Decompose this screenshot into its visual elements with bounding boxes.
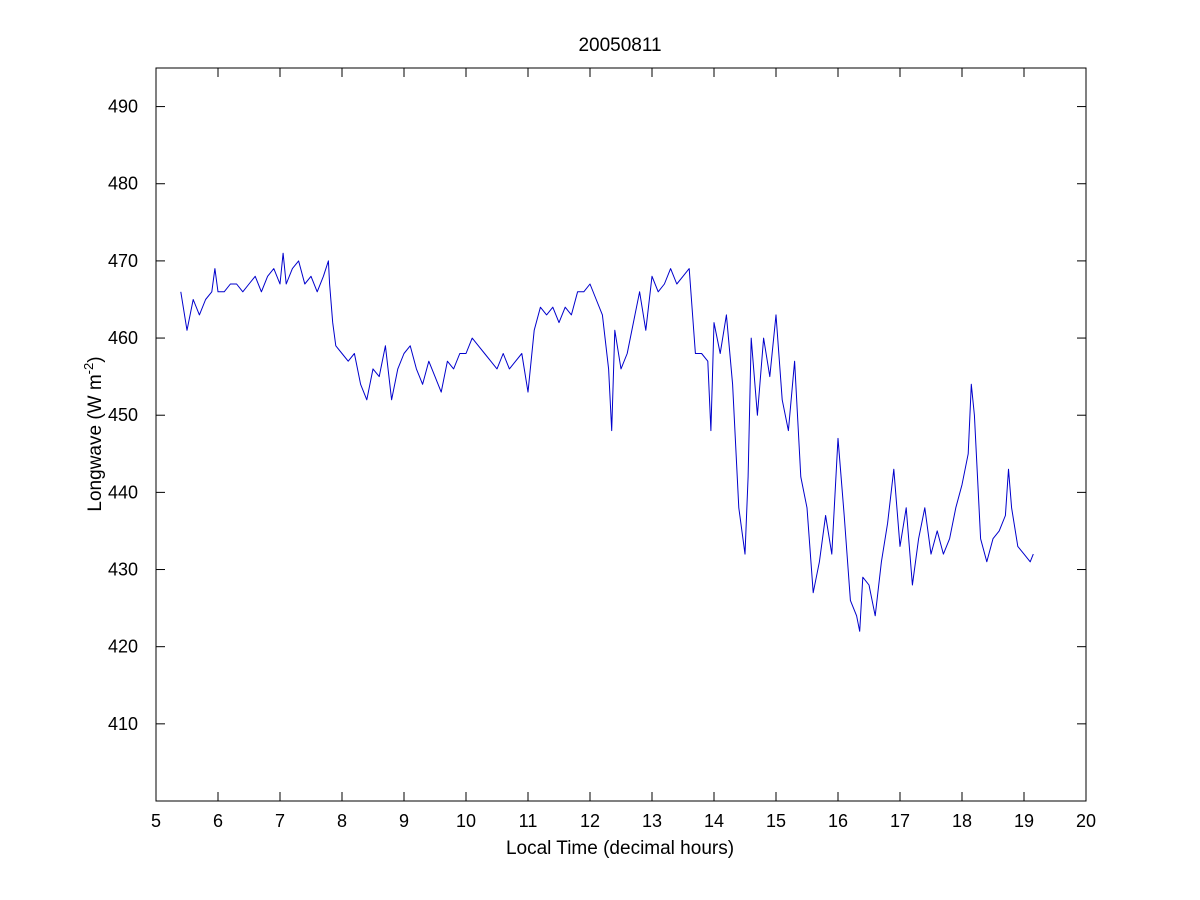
y-tick-label: 410 [108,714,138,734]
series-layer [180,252,1034,632]
y-axis-label-superscript: -2 [81,363,96,375]
y-axis-label-suffix: ) [85,356,106,362]
x-tick-label: 10 [456,811,476,831]
y-tick-label: 480 [108,174,138,194]
x-tick-label: 18 [952,811,972,831]
y-tick-label: 420 [108,637,138,657]
x-tick-label: 13 [642,811,662,831]
y-tick-label: 490 [108,97,138,117]
x-tick-label: 14 [704,811,724,831]
x-tick-label: 8 [337,811,347,831]
x-tick-labels: 5 6 7 8 9 10 11 12 13 14 15 16 17 18 19 20 [151,811,1096,831]
x-tick-label: 19 [1014,811,1034,831]
tick-marks [155,68,1087,801]
y-tick-label: 450 [108,405,138,425]
series-line [180,252,1034,632]
x-tick-label: 16 [828,811,848,831]
x-tick-label: 5 [151,811,161,831]
plot-area [156,68,1086,801]
y-tick-label: 430 [108,560,138,580]
y-tick-label: 440 [108,482,138,502]
x-tick-label: 15 [766,811,786,831]
x-tick-label: 9 [399,811,409,831]
chart-title: 20050811 [578,35,661,56]
y-tick-label: 470 [108,251,138,271]
x-tick-label: 20 [1076,811,1096,831]
y-tick-labels: 410 420 430 440 450 460 470 480 490 [108,97,138,734]
y-axis-label: Longwave (W m-2) [81,356,106,511]
x-axis-label: Local Time (decimal hours) [506,838,734,859]
y-axis-label-main: Longwave (W m [85,374,106,511]
x-tick-label: 7 [275,811,285,831]
x-tick-label: 6 [213,811,223,831]
x-tick-label: 11 [519,811,538,831]
plot-frame [155,67,1087,802]
x-tick-label: 12 [580,811,600,831]
x-tick-label: 17 [890,811,910,831]
y-tick-label: 460 [108,328,138,348]
